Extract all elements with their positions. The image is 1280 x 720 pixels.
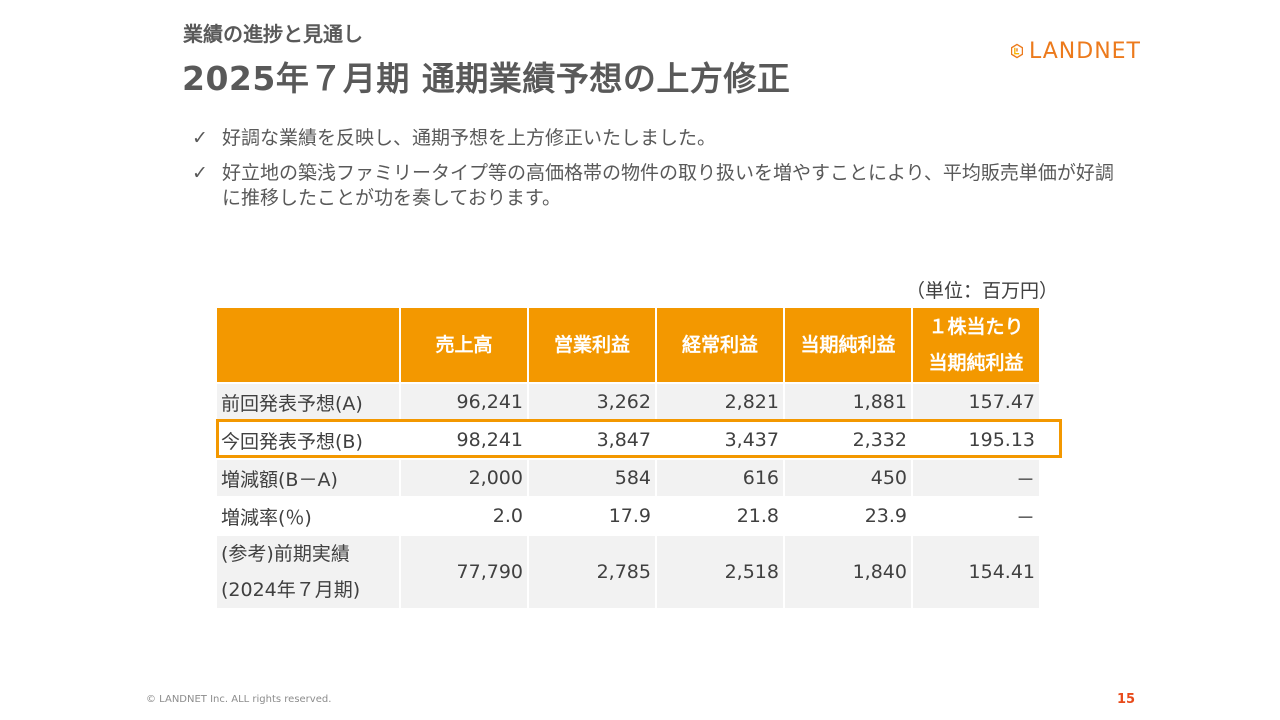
table-cell: 584 <box>529 460 655 496</box>
section-subtitle: 業績の進捗と見通し <box>183 22 363 46</box>
table-header-cell: 売上高 <box>401 308 527 382</box>
table-header-cell: 営業利益 <box>529 308 655 382</box>
table-header-row: 売上高 営業利益 経常利益 当期純利益 １株当たり 当期純利益 <box>217 308 1039 382</box>
row-label: 増減額(B－A) <box>217 460 399 496</box>
bullet-text: 好立地の築浅ファミリータイプ等の高価格帯の物件の取り扱いを増やすことにより、平均… <box>222 162 1114 209</box>
row-label: (参考)前期実績 (2024年７月期) <box>217 536 399 608</box>
table-cell: 2,821 <box>657 384 783 420</box>
table-cell: 17.9 <box>529 498 655 534</box>
table-cell: 2,785 <box>529 536 655 608</box>
table-cell: 21.8 <box>657 498 783 534</box>
bullet-text: 好調な業績を反映し、通期予想を上方修正いたしました。 <box>222 127 717 149</box>
table-row: 今回発表予想(B) 98,241 3,847 3,437 2,332 195.1… <box>217 422 1039 458</box>
logo-text: LANDNET <box>1028 38 1141 64</box>
row-label: 増減率(％) <box>217 498 399 534</box>
table-cell: 195.13 <box>913 422 1039 458</box>
table-cell: 154.41 <box>913 536 1039 608</box>
table-cell: 77,790 <box>401 536 527 608</box>
table-cell: 96,241 <box>401 384 527 420</box>
bullet-item: ✓ 好立地の築浅ファミリータイプ等の高価格帯の物件の取り扱いを増やすことにより、… <box>192 161 1122 211</box>
table-cell: 3,437 <box>657 422 783 458</box>
table-cell: － <box>913 460 1039 496</box>
page-title: 2025年７月期 通期業績予想の上方修正 <box>182 59 791 98</box>
table-header-cell <box>217 308 399 382</box>
table-header-cell: １株当たり 当期純利益 <box>913 308 1039 382</box>
check-icon: ✓ <box>192 162 208 184</box>
table-cell: 98,241 <box>401 422 527 458</box>
table-cell: 2,518 <box>657 536 783 608</box>
table-header-cell: 経常利益 <box>657 308 783 382</box>
table-cell: 2,332 <box>785 422 911 458</box>
table-cell: 450 <box>785 460 911 496</box>
table-cell: 157.47 <box>913 384 1039 420</box>
table-cell: － <box>913 498 1039 534</box>
forecast-table: 売上高 営業利益 経常利益 当期純利益 １株当たり 当期純利益 前回発表予想(A… <box>215 306 1041 610</box>
table-cell: 3,847 <box>529 422 655 458</box>
table-cell: 1,840 <box>785 536 911 608</box>
table-cell: 23.9 <box>785 498 911 534</box>
table-row: 増減率(％) 2.0 17.9 21.8 23.9 － <box>217 498 1039 534</box>
table-cell: 2.0 <box>401 498 527 534</box>
table-header-cell: 当期純利益 <box>785 308 911 382</box>
table-row: (参考)前期実績 (2024年７月期) 77,790 2,785 2,518 1… <box>217 536 1039 608</box>
copyright: © LANDNET Inc. ALL rights reserved. <box>146 694 332 705</box>
row-label: 今回発表予想(B) <box>217 422 399 458</box>
row-label: 前回発表予想(A) <box>217 384 399 420</box>
bullet-item: ✓ 好調な業績を反映し、通期予想を上方修正いたしました。 <box>192 126 1122 151</box>
table-row: 前回発表予想(A) 96,241 3,262 2,821 1,881 157.4… <box>217 384 1039 420</box>
table-cell: 616 <box>657 460 783 496</box>
table-cell: 3,262 <box>529 384 655 420</box>
bullet-list: ✓ 好調な業績を反映し、通期予想を上方修正いたしました。 ✓ 好立地の築浅ファミ… <box>192 126 1122 221</box>
unit-label: （単位：百万円） <box>905 280 1058 302</box>
table-cell: 1,881 <box>785 384 911 420</box>
table-row: 増減額(B－A) 2,000 584 616 450 － <box>217 460 1039 496</box>
page-number: 15 <box>1117 692 1136 707</box>
company-logo: LANDNET <box>1011 36 1141 66</box>
landnet-logo-icon <box>1011 43 1023 59</box>
check-icon: ✓ <box>192 127 208 149</box>
table-cell: 2,000 <box>401 460 527 496</box>
